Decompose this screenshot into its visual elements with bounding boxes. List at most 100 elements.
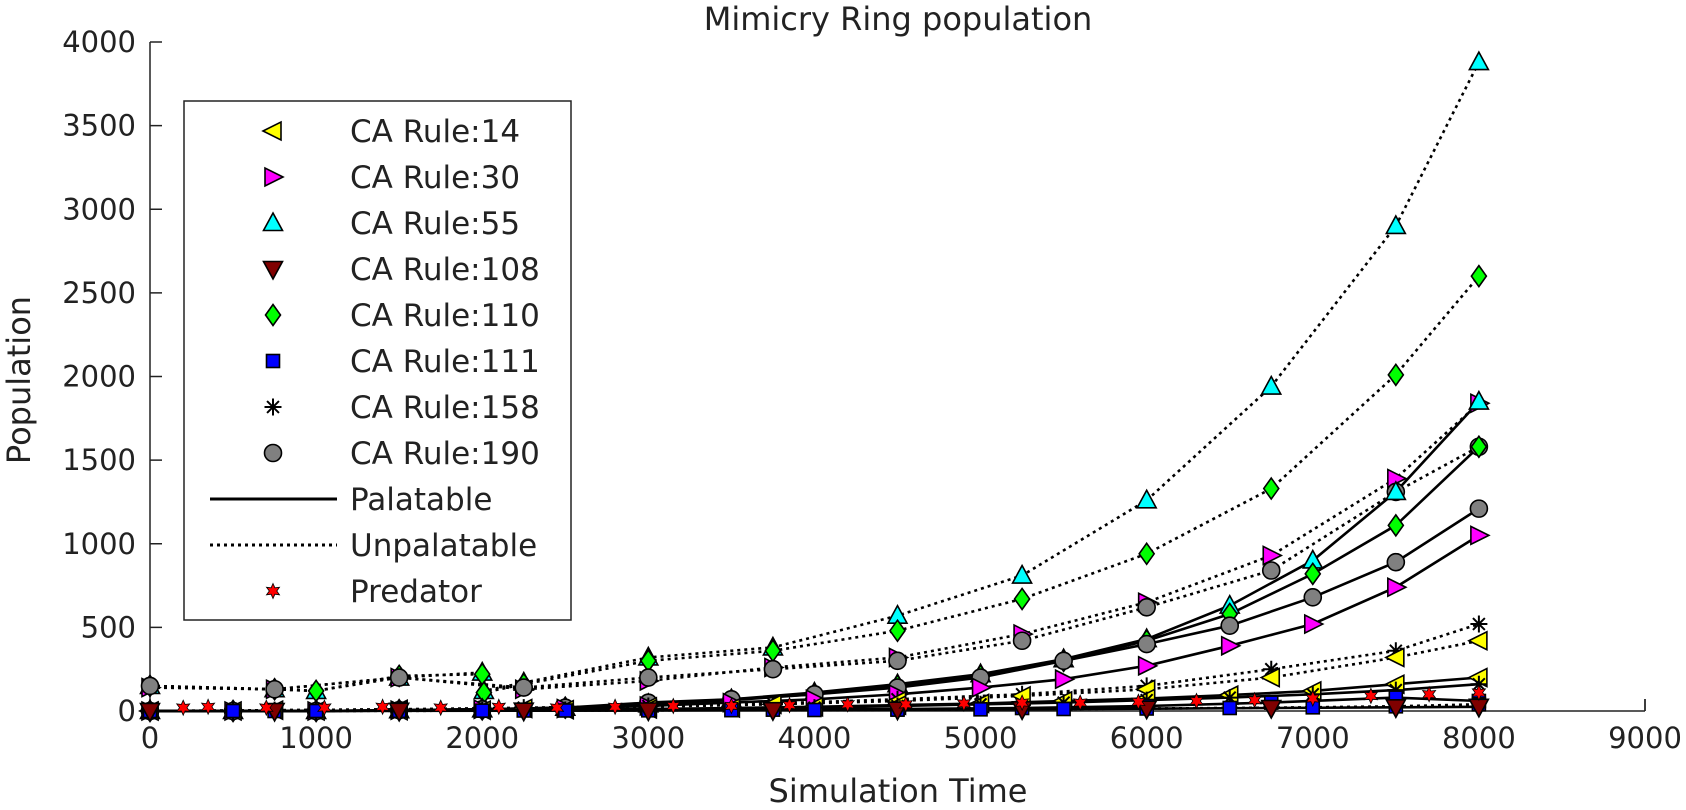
data-point: [1137, 598, 1156, 617]
data-point: [1467, 630, 1488, 652]
legend-marker: [261, 120, 282, 142]
data-point: [782, 696, 797, 714]
legend-marker: [262, 211, 284, 232]
data-point: [1262, 476, 1280, 501]
data-point: [1384, 480, 1407, 501]
legend-label: Palatable: [350, 482, 492, 518]
plot-markers: [138, 50, 1491, 723]
data-point: [971, 677, 993, 698]
legend-label: CA Rule:110: [350, 298, 540, 334]
data-point: [1137, 634, 1156, 654]
data-point: [1220, 616, 1240, 636]
data-point: [549, 699, 565, 717]
legend-label: CA Rule:190: [350, 436, 540, 472]
legend-label: Unpalatable: [350, 528, 537, 564]
data-point: [1260, 699, 1283, 720]
series-line: [149, 402, 1480, 691]
y-tick-label: 1000: [62, 527, 136, 561]
y-tick-label: 4000: [62, 25, 136, 59]
data-point: [140, 676, 160, 696]
data-point: [1387, 681, 1405, 699]
y-tick-label: 1500: [62, 443, 136, 477]
data-point: [607, 698, 623, 716]
data-point: [1387, 362, 1405, 387]
x-tick-label: 3000: [611, 721, 685, 755]
x-tick-label: 6000: [1110, 721, 1184, 755]
data-point: [389, 668, 409, 687]
y-tick-label: 500: [81, 610, 136, 644]
y-tick-label: 2500: [62, 276, 136, 310]
data-point: [1138, 541, 1156, 566]
x-tick-label: 5000: [944, 721, 1018, 755]
data-point: [433, 699, 449, 717]
data-point: [514, 678, 534, 697]
series-line: [150, 705, 1479, 713]
data-point: [1011, 563, 1033, 584]
data-point: [889, 618, 906, 643]
data-point: [1363, 687, 1379, 705]
data-point: [1259, 667, 1281, 688]
data-point: [473, 662, 491, 687]
data-point: [1054, 651, 1073, 671]
legend-marker: [262, 260, 284, 281]
data-point: [1261, 561, 1281, 580]
data-point: [1222, 700, 1238, 716]
data-point: [1014, 694, 1030, 712]
data-point: [1384, 647, 1405, 668]
data-point: [1384, 214, 1407, 235]
series-line: [149, 445, 1480, 691]
data-point: [1135, 488, 1158, 509]
data-point: [1469, 499, 1489, 518]
legend-marker: [264, 303, 282, 327]
legend-marker: [264, 398, 282, 416]
y-tick-label: 0: [118, 694, 136, 728]
data-point: [1384, 699, 1407, 719]
data-point: [491, 698, 507, 716]
data-point: [1260, 374, 1283, 395]
data-point: [1303, 613, 1325, 635]
series-line: [149, 622, 1480, 713]
data-point: [764, 638, 782, 663]
data-point: [1470, 525, 1491, 546]
data-point: [1220, 635, 1242, 657]
data-point: [1387, 513, 1405, 538]
data-point: [1303, 587, 1323, 607]
data-point: [1470, 264, 1488, 289]
data-point: [1387, 642, 1405, 660]
legend: CA Rule:14 CA Rule:30 CA Rule:55 CA Rule:10…: [183, 100, 572, 621]
data-point: [375, 698, 390, 716]
y-tick-label: 2000: [62, 360, 136, 394]
data-point: [317, 699, 332, 717]
x-tick-label: 1000: [279, 721, 353, 755]
data-point: [1221, 689, 1239, 707]
data-point: [888, 651, 907, 671]
data-point: [200, 698, 216, 716]
data-point: [1056, 701, 1071, 717]
y-tick-label: 3500: [62, 109, 136, 143]
data-point: [973, 702, 988, 717]
data-point: [762, 701, 784, 722]
data-point: [1013, 587, 1031, 611]
data-point: [807, 702, 822, 718]
data-point: [1247, 691, 1262, 709]
legend-label: CA Rule:30: [350, 160, 520, 196]
data-point: [175, 699, 191, 717]
data-point: [258, 699, 274, 717]
data-point: [265, 679, 284, 699]
data-point: [665, 697, 681, 715]
x-tick-label: 9000: [1608, 721, 1682, 755]
axes: 0 1000 2000 3000 4000 5000 6000 7000 8000 9000 0 50…: [62, 25, 1682, 755]
data-point: [1012, 631, 1032, 651]
data-point: [1471, 684, 1487, 702]
data-point: [637, 702, 660, 723]
data-point: [512, 702, 535, 723]
data-point: [139, 702, 161, 723]
data-point: [1137, 655, 1159, 677]
y-axis-label: Population: [0, 296, 38, 464]
legend-marker: [263, 443, 283, 463]
data-point: [639, 648, 657, 673]
x-tick-label: 2000: [445, 721, 519, 755]
legend-marker: [265, 582, 281, 600]
legend-label: CA Rule:158: [350, 390, 540, 426]
